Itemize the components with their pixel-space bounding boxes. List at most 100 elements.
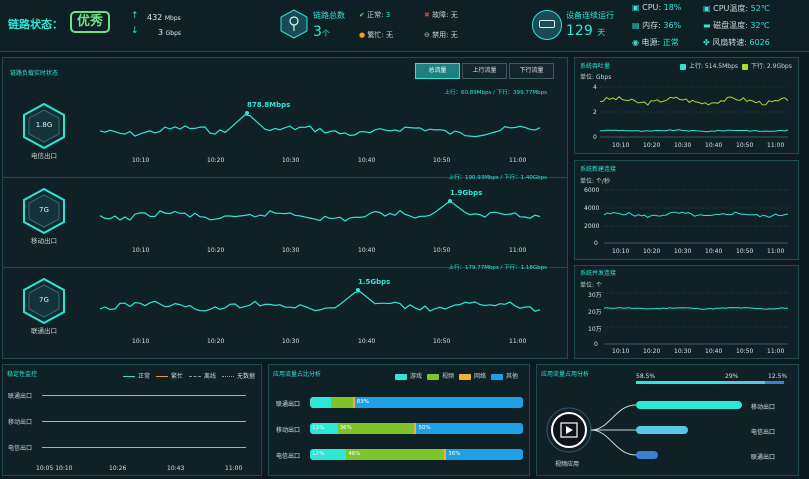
link-capacity: 7G xyxy=(39,296,49,304)
link-summary: 上行：190.93Mbps / 下行：1.40Gbps xyxy=(448,175,547,181)
stability-panel xyxy=(2,364,262,476)
share-segment: 36% xyxy=(446,449,523,460)
stability-row-line xyxy=(42,395,246,396)
x-tick: 10:43 xyxy=(167,465,185,472)
link-name: 移动出口 xyxy=(31,237,57,245)
share-segment xyxy=(444,449,447,460)
link-total-value: 3个 xyxy=(313,24,330,40)
link-peak-label: 1.9Gbps xyxy=(450,189,483,197)
cpu-stat: ▣ CPU: 18% xyxy=(632,3,682,12)
x-tick: 10:05 10:10 xyxy=(36,465,73,472)
axis-tick: 0 xyxy=(593,134,597,141)
x-tick: 10:20 xyxy=(207,338,225,345)
link-traffic-line xyxy=(99,200,541,222)
stability-legend: 正常 繁忙 离线 无数据 xyxy=(123,371,255,380)
share-segment xyxy=(310,397,332,408)
realtime-title: 链路负载实时状态 xyxy=(10,70,59,77)
throughput-legend-down: 下行: 2.9Gbps xyxy=(742,61,792,70)
link-summary: 上行：60.89Mbps / 下行：399.77Mbps xyxy=(444,90,547,96)
check-icon: ✔ xyxy=(359,11,365,19)
tab-total[interactable]: 总流量 xyxy=(415,63,460,79)
axis-tick: 11:00 xyxy=(767,348,785,355)
axis-tick: 10万 xyxy=(588,326,602,333)
axis-tick: 10:30 xyxy=(674,142,692,149)
axis-tick: 10:20 xyxy=(643,248,661,255)
share-bar: 17% 46% 36% xyxy=(310,449,523,460)
share-segment: 83% xyxy=(354,397,523,408)
axis-tick: 10:20 xyxy=(643,142,661,149)
x-tick: 11:00 xyxy=(225,465,243,472)
power-stat: ◉ 电源: 正常 xyxy=(632,38,679,47)
share-row-label: 联通出口 xyxy=(276,401,301,408)
x-tick: 11:00 xyxy=(509,247,527,254)
axis-tick: 4 xyxy=(593,84,597,91)
link-peak-label: 1.5Gbps xyxy=(358,278,391,286)
link-total-label: 链路总数 xyxy=(313,11,345,20)
tab-downstream[interactable]: 下行流量 xyxy=(509,63,554,79)
legend-video: 视频 xyxy=(427,371,454,380)
up-arrow-icon: ↑ xyxy=(131,11,139,21)
memory-icon: ▤ xyxy=(632,21,640,30)
x-tick: 10:50 xyxy=(433,157,451,164)
down-rate: 3 Gbps xyxy=(158,28,182,37)
link-capacity: 1.8G xyxy=(35,121,53,129)
stability-row-label: 移动出口 xyxy=(8,419,33,426)
throughput-unit: 单位: Gbps xyxy=(580,74,612,81)
link-traffic-chart xyxy=(99,111,541,138)
axis-tick: 20万 xyxy=(588,309,602,316)
link-capacity-hex xyxy=(23,103,65,149)
throughput-legend-up: 上行: 514.5Mbps xyxy=(680,61,738,70)
share-segment: 13% xyxy=(310,423,338,434)
axis-tick: 10:40 xyxy=(705,348,723,355)
link-name: 电信出口 xyxy=(31,152,57,160)
uptime-label: 设备连续运行 xyxy=(566,11,614,20)
x-tick: 10:30 xyxy=(282,338,300,345)
realtime-panel xyxy=(2,57,568,359)
link-status-label: 链路状态： xyxy=(8,18,63,31)
x-tick: 10:40 xyxy=(358,247,376,254)
fan-stat: ✤ 风扇转速: 6026 xyxy=(703,38,770,47)
thermometer-icon: ▣ xyxy=(703,4,711,13)
x-tick: 10:50 xyxy=(433,247,451,254)
share-segment: 36% xyxy=(337,423,415,434)
axis-tick: 11:00 xyxy=(767,248,785,255)
x-tick: 10:10 xyxy=(132,338,150,345)
throughput-down-line xyxy=(600,96,789,106)
divider xyxy=(3,177,567,178)
axis-tick: 4000 xyxy=(584,205,600,212)
stability-title: 稳定性监控 xyxy=(7,371,38,378)
link-traffic-chart xyxy=(99,199,541,222)
axis-tick: 10:40 xyxy=(705,248,723,255)
link-capacity: 7G xyxy=(39,206,49,214)
peak-marker xyxy=(448,199,452,203)
usage-percent: 29% xyxy=(725,373,739,380)
link-capacity-hex xyxy=(23,278,65,324)
x-tick: 10:50 xyxy=(433,338,451,345)
link-peak-label: 878.8Mbps xyxy=(247,101,291,109)
cpu-temp-stat: ▣ CPU温度: 52℃ xyxy=(703,4,770,13)
disabled-status: ⊖ 禁用: 无 xyxy=(424,31,458,39)
link-name: 联通出口 xyxy=(31,327,57,335)
tab-upstream[interactable]: 上行流量 xyxy=(462,63,507,79)
up-rate: 432 Mbps xyxy=(147,13,181,22)
power-icon: ◉ xyxy=(632,38,639,47)
peak-marker xyxy=(245,111,249,115)
share-segment: 46% xyxy=(346,449,445,460)
x-tick: 11:00 xyxy=(509,338,527,345)
x-tick: 10:20 xyxy=(207,157,225,164)
legend-web: 网络 xyxy=(459,371,486,380)
share-bar: 83% xyxy=(310,397,523,408)
new-connections-chart xyxy=(604,189,789,244)
link-capacity-hex xyxy=(23,188,65,234)
concurrent-title: 系统并发连接 xyxy=(580,270,617,277)
share-segment xyxy=(352,397,355,408)
share-bar: 13% 36% 50% xyxy=(310,423,523,434)
new-connections-unit: 单位: 个/秒 xyxy=(580,178,610,185)
throughput-up-line xyxy=(600,129,789,133)
x-tick: 11:00 xyxy=(509,157,527,164)
share-segment: 50% xyxy=(416,423,523,434)
concurrent-line xyxy=(604,306,789,310)
legend-offline: 离线 xyxy=(189,371,216,380)
app-usage-title: 应用流量占用分析 xyxy=(541,371,590,378)
normal-status: ✔ 正常: 3 xyxy=(359,11,391,19)
